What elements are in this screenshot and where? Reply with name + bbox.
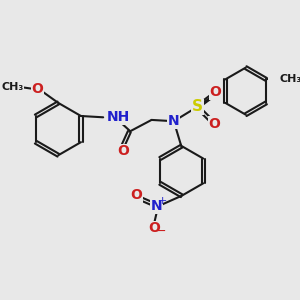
Text: N: N [151,199,163,213]
Text: N: N [168,114,180,128]
Text: NH: NH [107,110,130,124]
Text: +: + [158,196,167,206]
Text: O: O [117,144,129,158]
Text: O: O [148,221,160,236]
Text: CH₃: CH₃ [280,74,300,84]
Text: O: O [32,82,43,95]
Text: CH₃: CH₃ [2,82,24,92]
Text: S: S [192,99,203,114]
Text: O: O [131,188,142,202]
Text: O: O [208,117,220,131]
Text: O: O [210,85,222,100]
Text: −: − [155,225,166,239]
